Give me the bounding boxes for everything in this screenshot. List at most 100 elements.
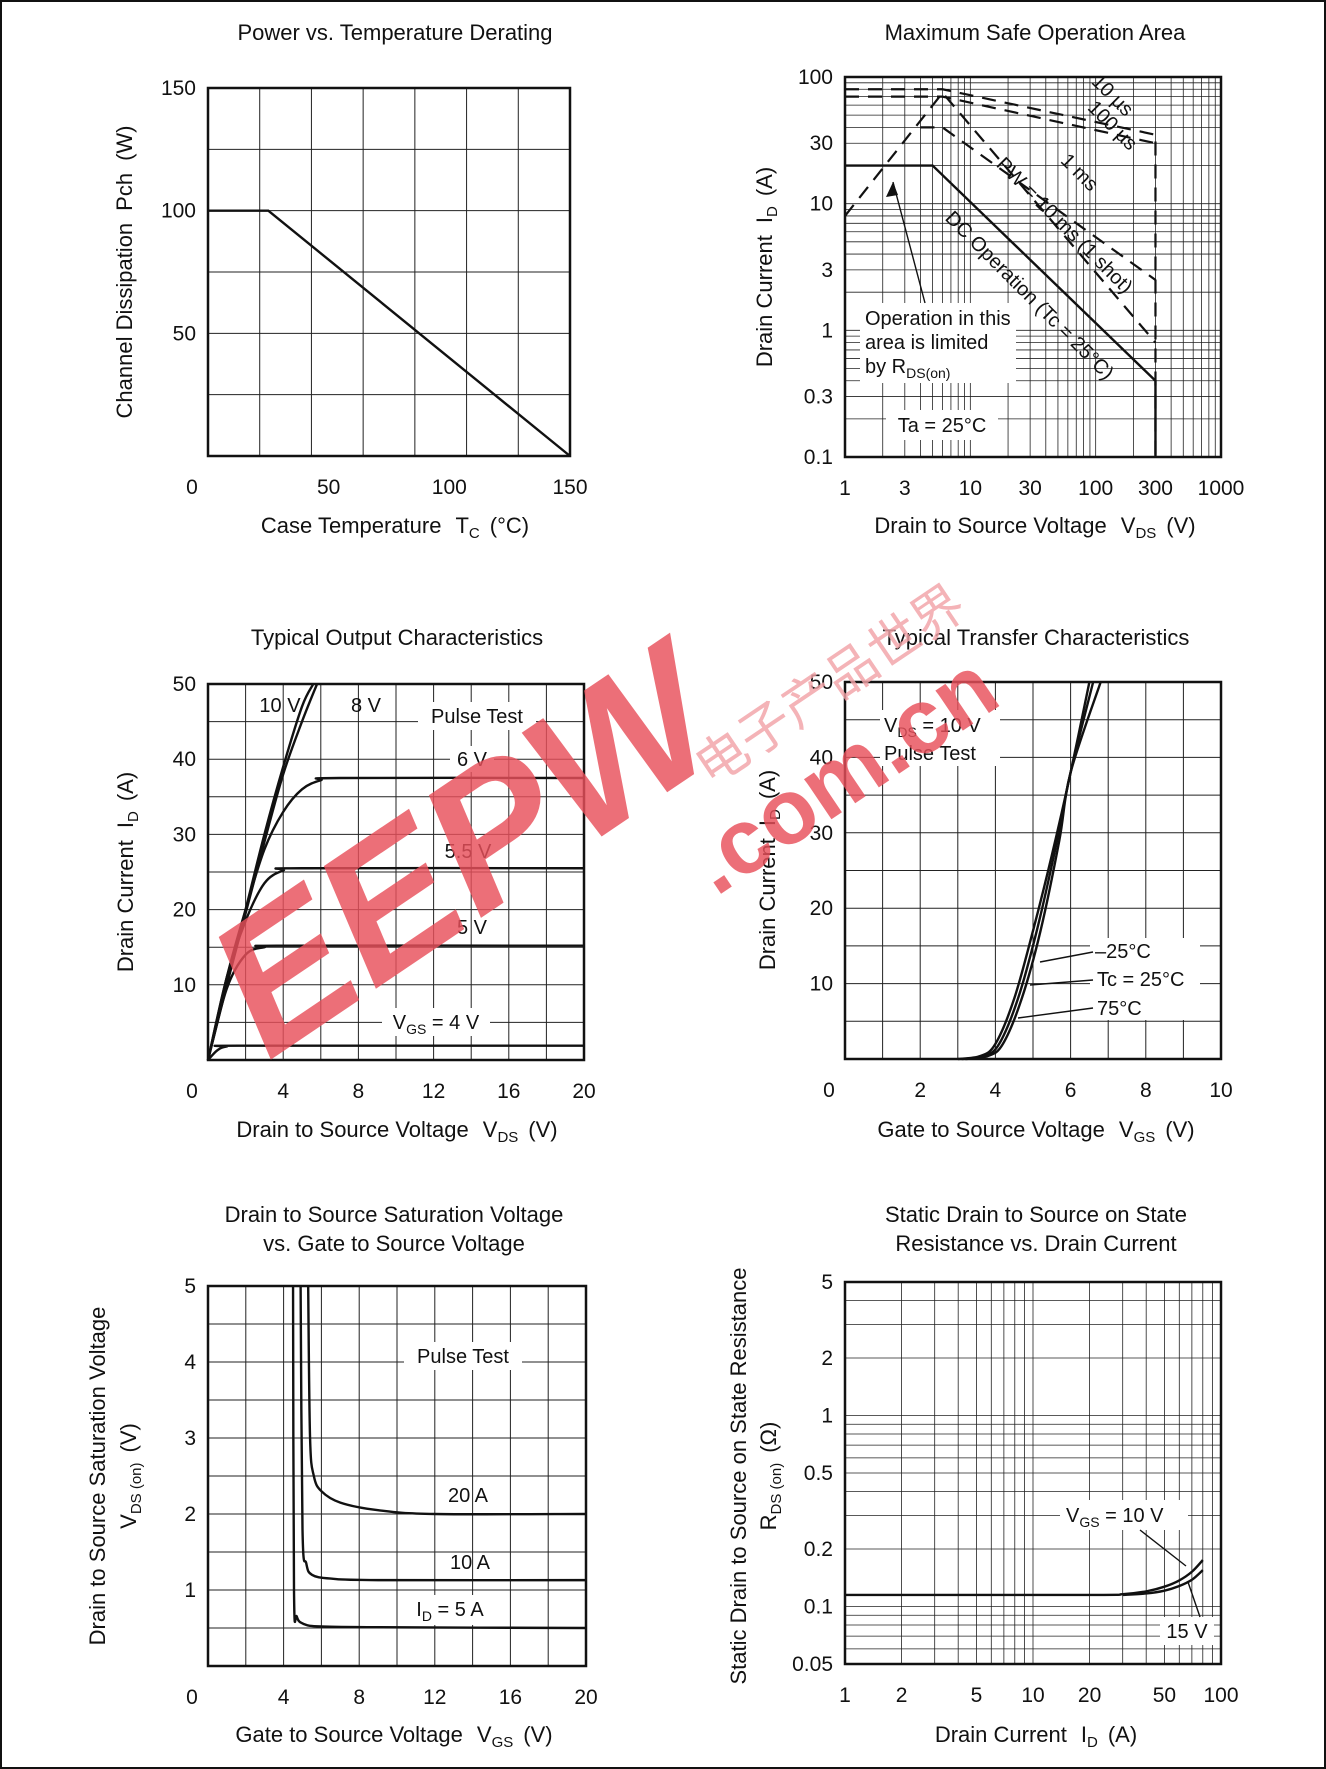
- rdson-y-axis-label-line2: RDS (on)(Ω): [756, 1422, 785, 1531]
- output-label-5-5v: 5.5 V: [445, 841, 492, 863]
- output-xtick-label: 16: [497, 1080, 520, 1103]
- rdson-frame: [843, 1280, 1223, 1666]
- vdson-series-10-a: [299, 1285, 587, 1582]
- soa-limit-note-bg: [860, 303, 1016, 383]
- transfer-xtick-label: 6: [1065, 1079, 1077, 1102]
- soa-ytick-label: 3: [821, 259, 833, 282]
- soa-ytick-label: 10: [810, 193, 833, 216]
- transfer-pointer-minus25: [1039, 951, 1094, 963]
- vdson-xtick-label: 8: [353, 1686, 365, 1709]
- vdson-series-20-a: [306, 1285, 587, 1516]
- soa-series-pw-10-ms-1-shot: [844, 91, 1157, 344]
- rdson-xtick-label: 100: [1203, 1684, 1238, 1707]
- vdson-x-axis-label: Gate to Source Voltage VGS (V): [235, 1722, 552, 1751]
- rdson-label-15v-bg: [1160, 1617, 1214, 1645]
- rdson-pointer-15v: [1187, 1581, 1201, 1618]
- soa-xtick-label: 1: [839, 477, 851, 500]
- transfer-chart: Typical Transfer Characteristics 0 2 4 6 8 10…: [755, 625, 1233, 1146]
- soa-xtick-label: 300: [1138, 477, 1173, 500]
- output-label-6v: 6 V: [457, 749, 488, 771]
- transfer-vds-note: VDS = 10 V: [884, 715, 981, 740]
- derating-ytick-label: 100: [161, 200, 196, 223]
- rdson-series: [844, 1559, 1204, 1597]
- rdson-xtick-label: 2: [896, 1684, 908, 1707]
- vdson-xtick-label: 20: [574, 1686, 597, 1709]
- output-series-5-5-v: [206, 866, 585, 1061]
- transfer-label-75: 75°C: [1097, 998, 1142, 1020]
- vdson-series-i-d-5-a: [291, 1285, 587, 1630]
- soa-series-100-s: [845, 95, 1156, 145]
- output-series-8-v: [206, 683, 319, 1061]
- derating-frame: [206, 86, 572, 458]
- soa-ytick-label: 30: [810, 132, 833, 155]
- vdson-label-10a: 10 A: [450, 1552, 491, 1574]
- rdson-chart: Static Drain to Source on State Resistan…: [726, 1202, 1239, 1751]
- output-label-4v-bg: [382, 1008, 490, 1036]
- soa-limit-note-line1: Operation in this: [865, 308, 1011, 330]
- output-label-4v: VGS = 4 V: [393, 1012, 480, 1037]
- transfer-note-bg: [880, 710, 1000, 766]
- soa-series-dc-operation-tc-25-c: [845, 164, 1157, 457]
- vdson-note-bg: [404, 1342, 522, 1370]
- vdson-y-axis-label-line2: VDS (on)(V): [116, 1423, 145, 1529]
- output-series: [206, 683, 585, 1061]
- soa-limit-note-line2: area is limited: [865, 332, 988, 354]
- vdson-label-5a: ID = 5 A: [416, 1599, 484, 1624]
- vdson-ytick-label: 4: [184, 1351, 196, 1374]
- vdson-title-line1: Drain to Source Saturation Voltage: [225, 1202, 564, 1227]
- rdson-xtick-label: 1: [839, 1684, 851, 1707]
- derating-xtick-label: 150: [552, 476, 587, 499]
- derating-series-0: [208, 209, 571, 457]
- soa-xtick-label: 1000: [1198, 477, 1245, 500]
- transfer-ytick-label: 10: [810, 973, 833, 996]
- output-series-5-v: [206, 944, 585, 1061]
- derating-series: [208, 209, 571, 457]
- transfer-frame: [843, 680, 1223, 1061]
- transfer-label-25: Tc = 25°C: [1097, 969, 1184, 991]
- rdson-title-line2: Resistance vs. Drain Current: [895, 1231, 1176, 1256]
- transfer-pulse-test-note: Pulse Test: [884, 743, 976, 765]
- vdson-ytick-label: 1: [184, 1579, 196, 1602]
- soa-y-axis-label: Drain CurrentID(A): [752, 167, 781, 367]
- rdson-series-v-gs-10-v: [844, 1559, 1204, 1597]
- output-ytick-label: 10: [173, 974, 196, 997]
- output-title: Typical Output Characteristics: [251, 625, 543, 650]
- vdson-xtick-label: 12: [423, 1686, 446, 1709]
- soa-series-10-s: [845, 88, 1157, 457]
- rdson-xtick-label: 10: [1021, 1684, 1044, 1707]
- soa-limit-pointer: [892, 181, 926, 304]
- soa-xtick-label: 3: [899, 477, 911, 500]
- output-note-bg: [418, 702, 536, 730]
- vdson-ytick-label: 3: [184, 1427, 196, 1450]
- output-tick-labels: 0 4 8 12 16 20 10 20 30 40 50: [173, 673, 596, 1103]
- soa-series-1-ms: [920, 126, 1157, 281]
- transfer-labels-bg: [1090, 938, 1200, 1020]
- rdson-xtick-label: 50: [1153, 1684, 1176, 1707]
- transfer-ytick-label: 30: [810, 822, 833, 845]
- output-frame: [206, 682, 586, 1062]
- soa-ytick-label: 0.1: [804, 446, 833, 469]
- output-ytick-label: 20: [173, 899, 196, 922]
- soa-x-axis-label: Drain to Source Voltage VDS (V): [874, 513, 1195, 542]
- transfer-ytick-label: 50: [810, 671, 833, 694]
- vdson-xtick-label: 4: [278, 1686, 290, 1709]
- output-label-6v-bg: [450, 746, 494, 772]
- soa-xtick-label: 100: [1078, 477, 1113, 500]
- output-xtick-label: 8: [353, 1080, 365, 1103]
- output-grid: [208, 684, 584, 1060]
- rdson-label-10v: VGS = 10 V: [1066, 1505, 1164, 1530]
- soa-ytick-label: 1: [821, 319, 833, 342]
- vdson-pulse-test-note: Pulse Test: [417, 1346, 509, 1368]
- output-label-5v: 5 V: [457, 917, 488, 939]
- rdson-ytick-label: 1: [821, 1405, 833, 1428]
- output-xtick-label: 12: [422, 1080, 445, 1103]
- output-label-8v: 8 V: [351, 695, 382, 717]
- derating-xtick-label: 0: [186, 476, 198, 499]
- rdson-label-15v: 15 V: [1166, 1621, 1208, 1643]
- rdson-title-line1: Static Drain to Source on State: [885, 1202, 1187, 1227]
- rdson-tick-labels: 1 2 5 10 20 50 100 0.05 0.1 0.2 0.5 1 2 5: [792, 1271, 1238, 1707]
- transfer-xtick-label: 8: [1140, 1079, 1152, 1102]
- output-ytick-label: 50: [173, 673, 196, 696]
- soa-frame: [843, 75, 1223, 459]
